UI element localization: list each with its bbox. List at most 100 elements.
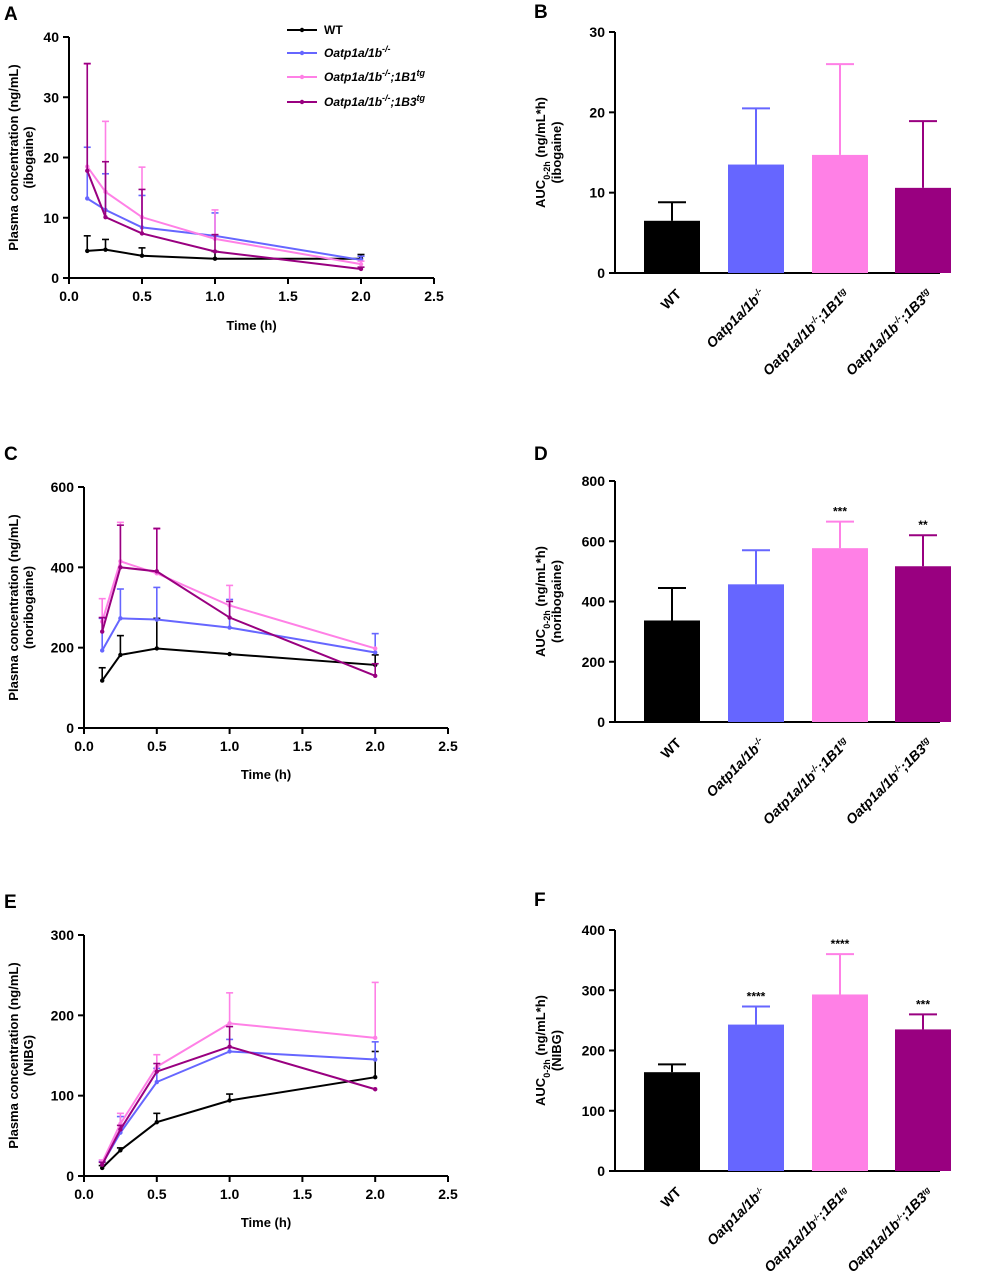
x-category-label: Oatp1a/1b-/-;1B3tg (844, 1184, 935, 1275)
x-tick-label: 0.5 (132, 288, 152, 304)
y-axis-label-sub: (NIBG) (21, 1035, 36, 1076)
y-axis-label-sub: (ibogaine) (549, 121, 564, 183)
panel-label: B (534, 2, 548, 23)
x-tick-label: 0.5 (147, 1186, 167, 1202)
data-point (358, 266, 364, 272)
significance-label: *** (916, 997, 930, 1011)
data-point (373, 1035, 378, 1041)
series-3 (98, 1025, 378, 1167)
x-category-label: WT (657, 1183, 684, 1210)
y-tick-label: 800 (582, 473, 606, 489)
legend-marker (299, 74, 305, 80)
series-line (101, 1076, 376, 1169)
data-point (100, 1162, 105, 1167)
series-3 (98, 524, 379, 678)
x-tick-label: 1.5 (293, 1186, 313, 1202)
data-point (154, 1079, 159, 1085)
y-tick-label: 0 (51, 270, 59, 286)
bar-group: **** (728, 990, 784, 1171)
data-point (154, 569, 159, 574)
significance-label: **** (747, 990, 766, 1004)
x-tick-label: 2.5 (438, 1186, 458, 1202)
x-tick-label: 0.0 (59, 288, 79, 304)
y-axis-label-sub: (ibogaine) (21, 126, 36, 188)
y-tick-label: 0 (597, 1163, 605, 1179)
x-tick-label: 0.0 (74, 1186, 94, 1202)
y-tick-label: 0 (66, 720, 74, 736)
y-axis-label: Plasma concentration (ng/mL) (6, 962, 21, 1148)
data-point (154, 1069, 159, 1074)
series-line (101, 1050, 376, 1165)
x-category-label: WT (657, 285, 684, 312)
y-tick-label: 0 (597, 714, 605, 730)
y-tick-label: 100 (51, 1088, 75, 1104)
significance-label: *** (833, 505, 847, 519)
x-category-label: Oatp1a/1b-/- (703, 735, 768, 800)
y-tick-label: 400 (582, 922, 606, 938)
y-tick-label: 300 (582, 982, 606, 998)
data-point (103, 214, 108, 220)
y-tick-label: 30 (589, 24, 605, 40)
x-category-label: Oatp1a/1b-/-;1B1tg (761, 1184, 852, 1275)
bar-chart-D: D 0 200 400 600 800 AUC0-2h (ng/mL*h) (noriboga… (533, 444, 951, 827)
data-point (139, 253, 145, 258)
bar (644, 220, 700, 273)
series-line (101, 560, 376, 650)
x-category-label: Oatp1a/1b-/- (704, 1184, 769, 1249)
y-axis-label-sub: (NIBG) (549, 1030, 564, 1071)
x-category-label: WT (657, 734, 684, 761)
data-point (85, 168, 90, 173)
series-1 (98, 1038, 379, 1167)
x-tick-label: 1.0 (220, 1186, 240, 1202)
data-point (227, 1049, 232, 1054)
data-point (118, 565, 123, 570)
data-point (85, 196, 90, 201)
x-tick-label: 2.0 (351, 288, 371, 304)
y-axis-label: Plasma concentration (ng/mL) (6, 64, 21, 250)
data-point (373, 1057, 378, 1062)
series-1 (83, 146, 365, 263)
data-point (154, 1119, 159, 1125)
data-point (85, 248, 90, 254)
y-tick-label: 20 (589, 104, 605, 120)
data-point (100, 1165, 105, 1171)
bar (812, 994, 868, 1171)
bar-group (728, 107, 784, 273)
y-axis-label: Plasma concentration (ng/mL) (6, 514, 21, 700)
bar (644, 1072, 700, 1171)
data-point (227, 625, 232, 630)
data-point (212, 249, 218, 254)
y-tick-label: 0 (597, 265, 605, 281)
data-point (227, 1021, 232, 1026)
data-point (227, 1098, 232, 1103)
series-0 (98, 1050, 379, 1171)
x-tick-label: 2.0 (365, 1186, 385, 1202)
series-line (101, 1045, 376, 1166)
legend-item: Oatp1a/1b-/-;1B1tg (287, 68, 426, 84)
x-category-label: Oatp1a/1b-/-;1B3tg (842, 285, 935, 378)
y-tick-label: 30 (43, 89, 59, 105)
legend-marker (299, 50, 305, 56)
series-0 (98, 617, 379, 683)
x-category-label: Oatp1a/1b-/- (703, 286, 768, 351)
x-tick-label: 1.5 (278, 288, 298, 304)
bar-chart-B: B 0 10 20 30 AUC0-2h (ng/mL*h) (ibogaine) WT Oat… (533, 2, 951, 378)
x-tick-label: 2.5 (424, 288, 444, 304)
x-tick-label: 1.0 (220, 738, 240, 754)
y-tick-label: 600 (582, 533, 606, 549)
legend-item: WT (287, 23, 343, 37)
series-line (86, 165, 362, 266)
x-axis-label: Time (h) (241, 1215, 291, 1230)
x-tick-label: 0.5 (147, 738, 167, 754)
legend-marker (299, 99, 305, 105)
bar-group (895, 120, 951, 273)
y-tick-label: 40 (43, 29, 59, 45)
x-tick-label: 2.5 (438, 738, 458, 754)
y-tick-label: 200 (51, 640, 75, 656)
data-point (100, 629, 105, 634)
data-point (118, 616, 123, 621)
data-point (373, 673, 378, 678)
legend: WT Oatp1a/1b-/- Oatp1a/1b-/-;1B1tg Oatp1a/1… (287, 23, 426, 109)
panel-label: C (4, 444, 18, 465)
y-tick-label: 10 (43, 210, 59, 226)
